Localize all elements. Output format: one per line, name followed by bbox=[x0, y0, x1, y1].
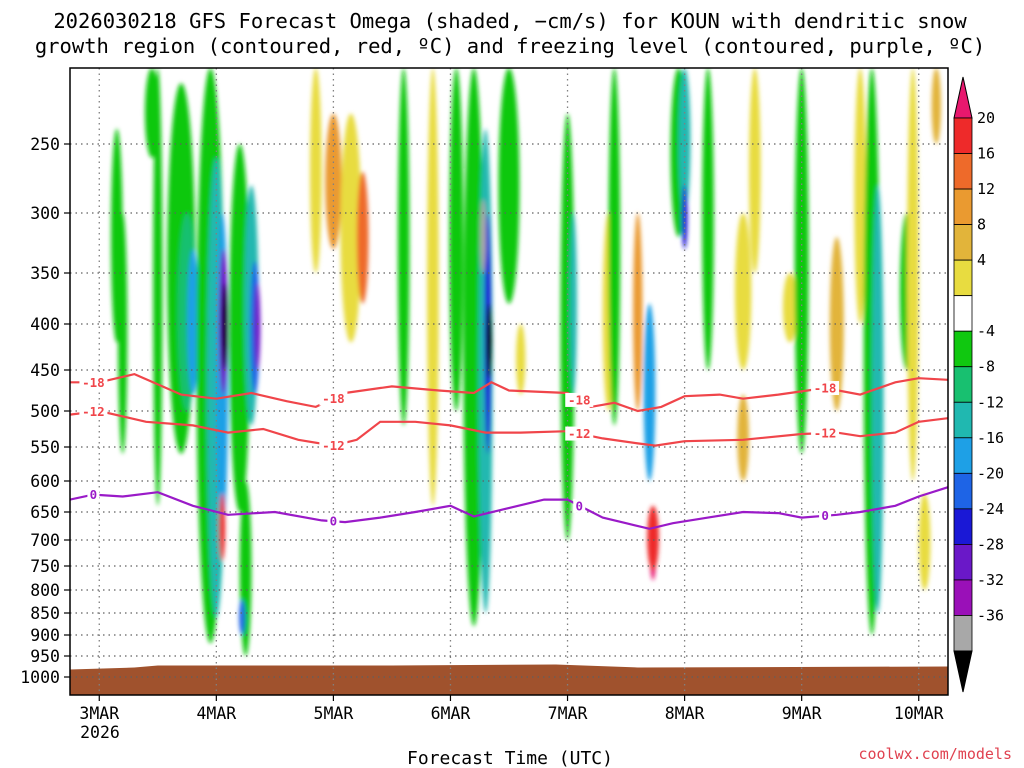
colorbar-swatch bbox=[953, 188, 973, 225]
contour-label-bg bbox=[327, 514, 340, 529]
contour-label--12: -12 bbox=[82, 404, 105, 419]
contour-label-bg bbox=[319, 391, 348, 406]
y-tick-label: 650 bbox=[30, 503, 60, 522]
colorbar-top-arrow bbox=[953, 76, 973, 119]
colorbar-label: -36 bbox=[977, 606, 1004, 624]
x-tick-label: 7MAR bbox=[548, 704, 588, 723]
x-tick-label: 3MAR bbox=[79, 704, 119, 723]
terrain-surface bbox=[70, 664, 948, 695]
contour-label--18: -18 bbox=[322, 391, 345, 406]
y-tick-label: 250 bbox=[30, 135, 60, 154]
contour-label-0: 0 bbox=[821, 508, 829, 523]
contour-label--18: -18 bbox=[82, 375, 105, 390]
contour-layer: -18 -18 -18 -18 -12 -12 -12 -12 0 0 0 0 bbox=[70, 372, 948, 530]
contour-label--18: -18 bbox=[814, 381, 837, 396]
x-axis: 3MAR 4MAR 5MAR 6MAR 7MAR 8MAR 9MAR 10MAR bbox=[79, 695, 944, 723]
grid-lines bbox=[70, 68, 948, 695]
colorbar-swatch bbox=[953, 224, 973, 261]
contour-label-bg bbox=[819, 508, 832, 523]
x-axis-label: Forecast Time (UTC) bbox=[407, 748, 613, 768]
y-tick-label: 850 bbox=[30, 604, 60, 623]
colorbar-label: -28 bbox=[977, 535, 1004, 553]
contour-label-bg bbox=[319, 438, 348, 453]
colorbar-swatch bbox=[953, 330, 973, 368]
colorbar-swatch bbox=[953, 579, 973, 616]
y-tick-label: 700 bbox=[30, 531, 60, 550]
colorbar-swatch bbox=[953, 117, 973, 154]
y-tick-label: 300 bbox=[30, 204, 60, 223]
chart-title-line-2: growth region (contoured, red, ºC) and f… bbox=[35, 34, 985, 58]
colorbar-swatch bbox=[953, 153, 973, 190]
colorbar-swatch bbox=[953, 544, 973, 581]
contour-label--12: -12 bbox=[322, 438, 345, 453]
colorbar-bottom-arrow bbox=[953, 650, 973, 693]
contour-label-0: 0 bbox=[330, 514, 338, 529]
contour-label--12: -12 bbox=[568, 426, 591, 441]
contour-label-bg bbox=[565, 426, 594, 441]
colorbar-swatch bbox=[953, 401, 973, 439]
y-tick-label: 900 bbox=[30, 626, 60, 645]
contour--18 bbox=[70, 372, 948, 413]
chart-title-line-1: 2026030218 GFS Forecast Omega (shaded, −… bbox=[53, 9, 967, 33]
y-tick-label: 800 bbox=[30, 581, 60, 600]
contour-0 bbox=[70, 486, 948, 530]
y-axis: 250 300 350 400 450 500 550 600 650 700 750 800 850 9… bbox=[20, 135, 70, 687]
colorbar-swatch bbox=[953, 472, 973, 510]
plot-frame bbox=[69, 67, 949, 696]
contour-label-0: 0 bbox=[90, 487, 98, 502]
contour-label-bg bbox=[573, 498, 586, 513]
x-tick-label: 4MAR bbox=[196, 704, 236, 723]
y-tick-label: 600 bbox=[30, 472, 60, 491]
colorbar-label: -12 bbox=[977, 393, 1004, 411]
y-tick-label: 400 bbox=[30, 315, 60, 334]
y-tick-label: 350 bbox=[30, 264, 60, 283]
colorbar-label: 8 bbox=[977, 216, 986, 234]
colorbar-label: 4 bbox=[977, 251, 986, 269]
colorbar-label: -16 bbox=[977, 429, 1004, 447]
colorbar-swatch bbox=[953, 508, 973, 545]
colorbar-swatch bbox=[953, 259, 973, 297]
colorbar-label: -32 bbox=[977, 571, 1004, 589]
colorbar-label: 12 bbox=[977, 180, 995, 198]
colorbar-label: -8 bbox=[977, 358, 995, 376]
colorbar-label: 20 bbox=[977, 109, 995, 127]
x-tick-label: 9MAR bbox=[782, 704, 822, 723]
contour-label-bg bbox=[87, 487, 100, 502]
colorbar-swatch bbox=[953, 366, 973, 403]
y-tick-label: 950 bbox=[30, 647, 60, 666]
x-tick-label: 10MAR bbox=[894, 704, 944, 723]
y-tick-label: 500 bbox=[30, 402, 60, 421]
contour-label-bg bbox=[811, 381, 840, 396]
contour-label-0: 0 bbox=[575, 498, 583, 513]
y-tick-label: 450 bbox=[30, 361, 60, 380]
omega-shading-layer bbox=[110, 68, 941, 656]
x-year-label: 2026 bbox=[80, 723, 120, 742]
colorbar-label: -4 bbox=[977, 322, 995, 340]
x-tick-label: 6MAR bbox=[431, 704, 471, 723]
credit-text: coolwx.com/models bbox=[858, 745, 1012, 763]
x-tick-label: 5MAR bbox=[314, 704, 354, 723]
colorbar-label: -24 bbox=[977, 500, 1004, 518]
colorbar-label: 16 bbox=[977, 145, 995, 163]
contour-label--18: -18 bbox=[568, 392, 591, 407]
contour-label-bg bbox=[79, 404, 108, 419]
colorbar: 20 16 12 8 4 -4 -8 -12 -16 -20 -24 -28 -32 -36 bbox=[953, 76, 1004, 693]
contour-label-bg bbox=[811, 426, 840, 441]
contour-label-bg bbox=[565, 392, 594, 407]
y-tick-label: 550 bbox=[30, 438, 60, 457]
contour-label-bg bbox=[79, 375, 108, 390]
contour-label--12: -12 bbox=[814, 426, 837, 441]
colorbar-swatch bbox=[953, 295, 973, 332]
y-tick-label: 750 bbox=[30, 557, 60, 576]
terrain-fill bbox=[70, 664, 948, 695]
x-tick-label: 8MAR bbox=[665, 704, 705, 723]
colorbar-label: -20 bbox=[977, 464, 1004, 482]
colorbar-swatch bbox=[953, 615, 973, 652]
y-tick-label: 1000 bbox=[20, 668, 60, 687]
colorbar-swatch bbox=[953, 437, 973, 474]
